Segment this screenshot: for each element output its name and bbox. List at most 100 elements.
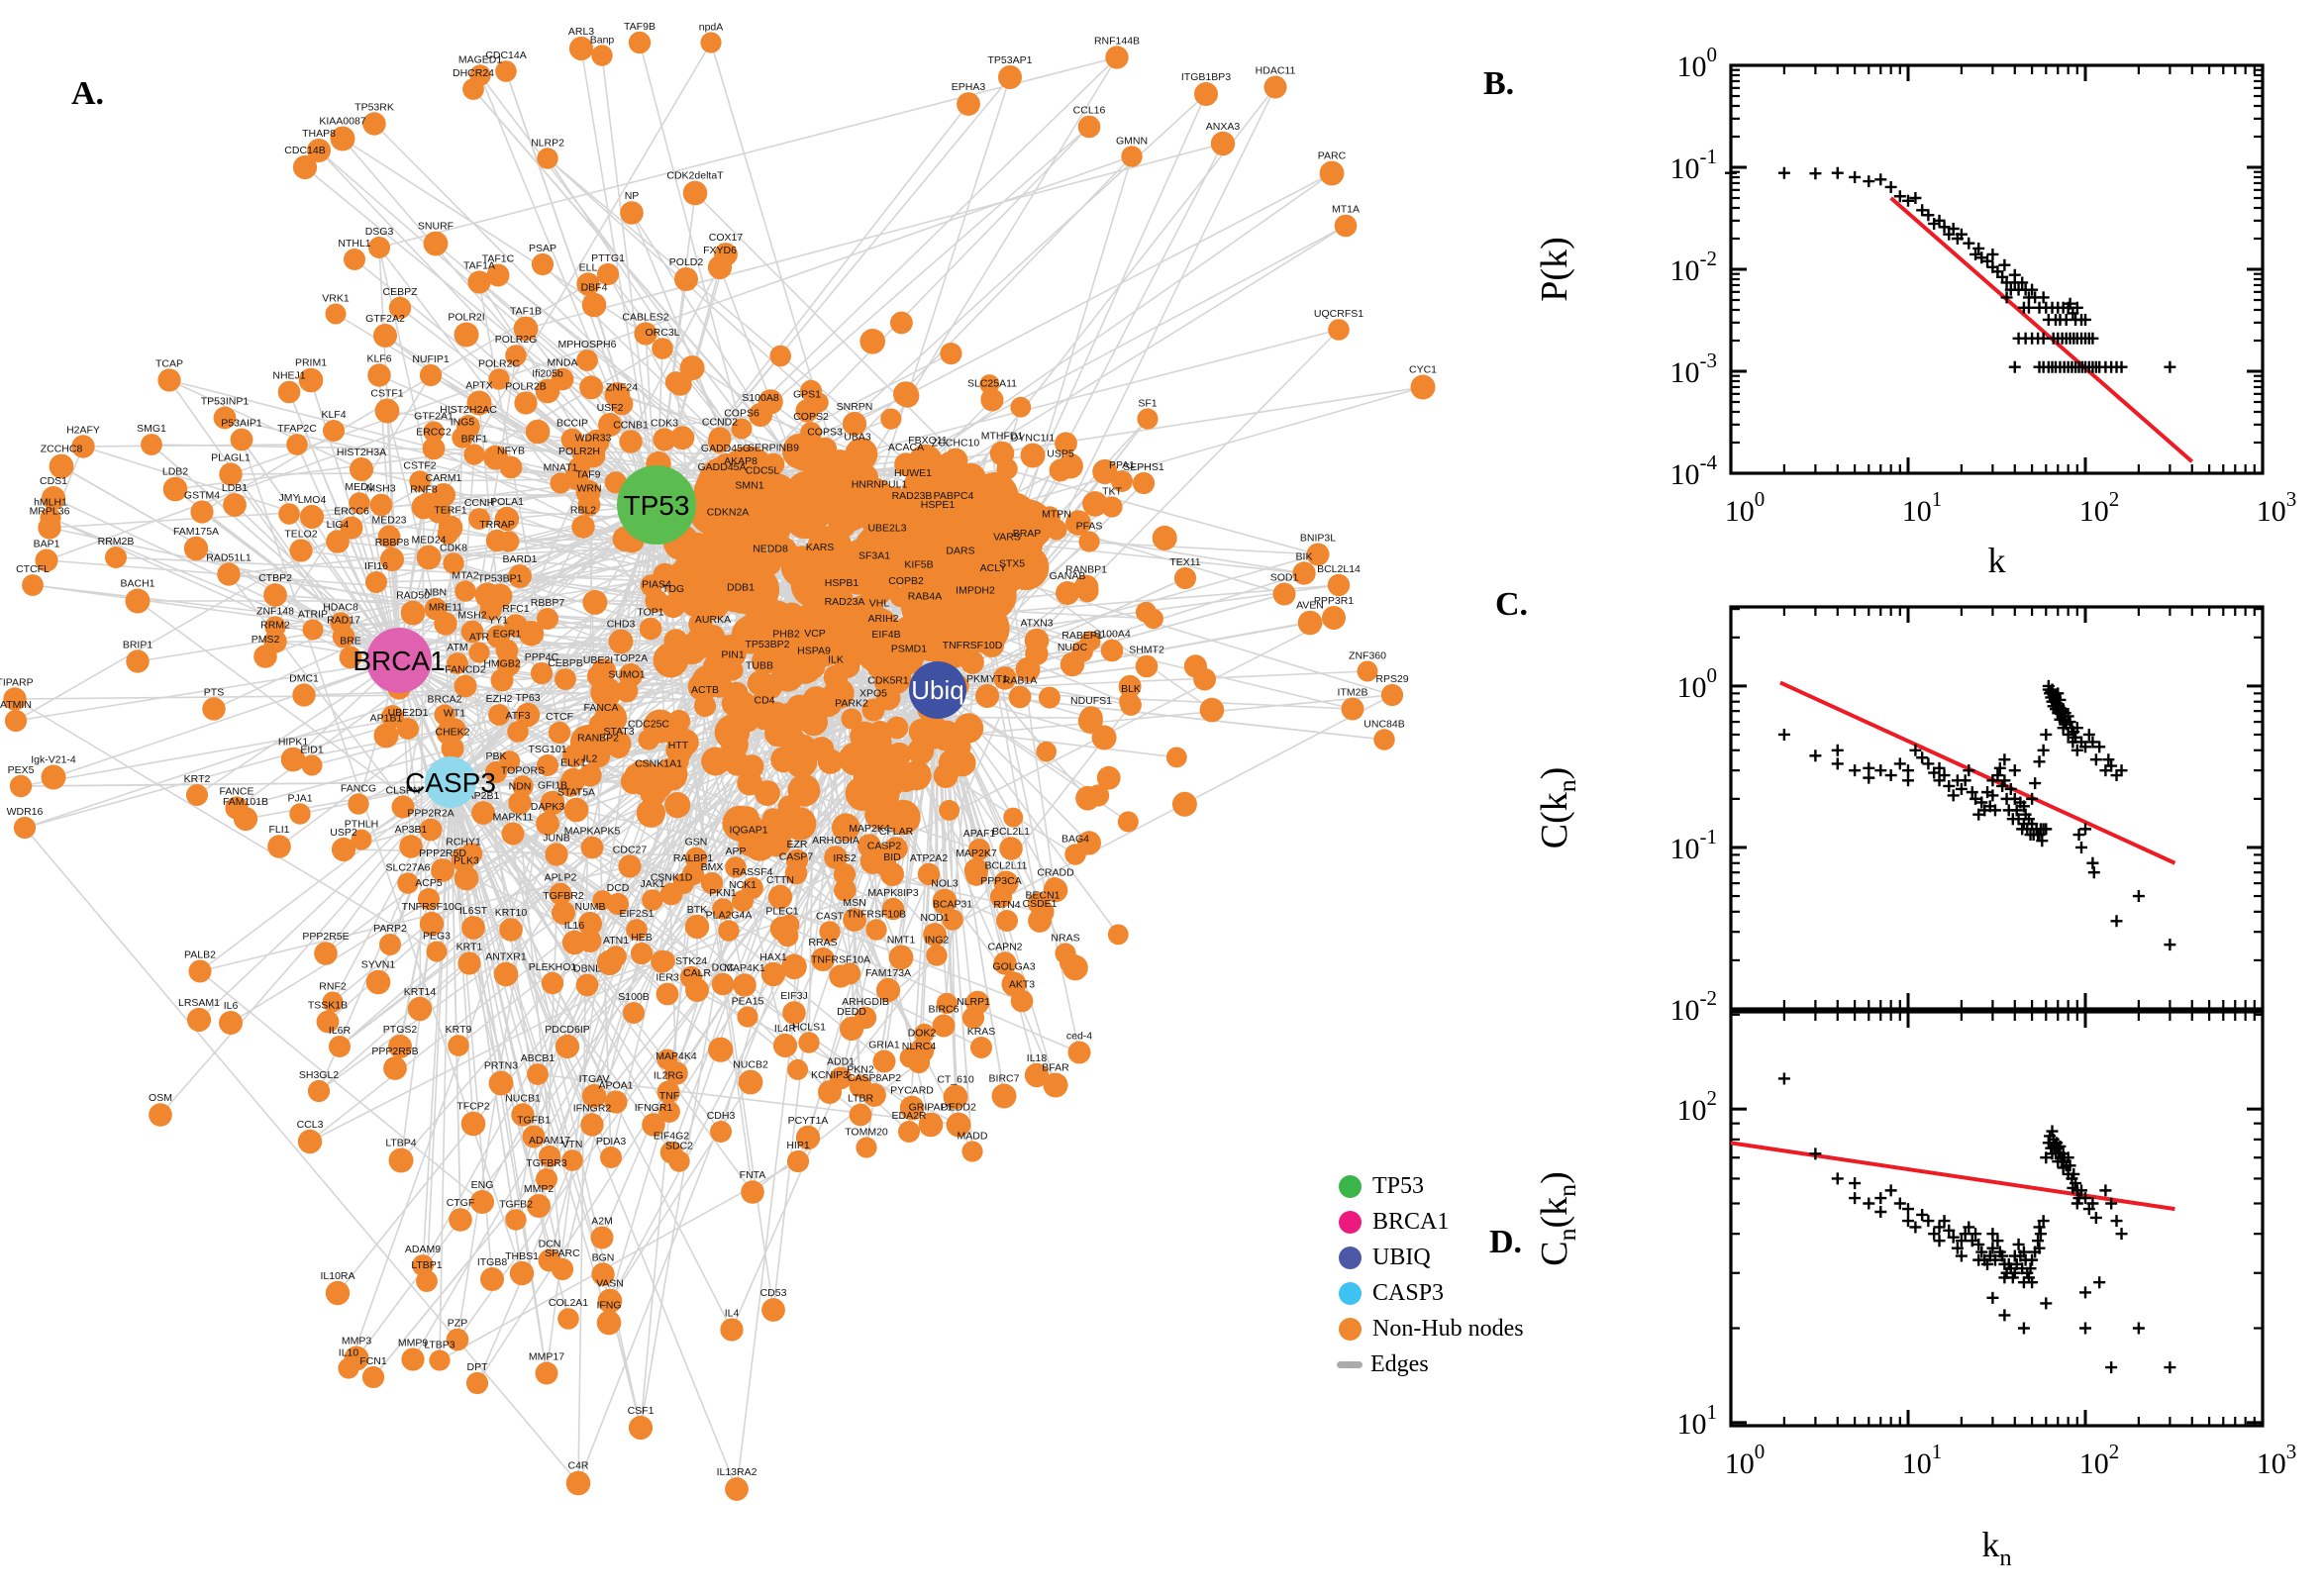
network-node-label: DARS — [946, 546, 974, 557]
network-node-label: EGR1 — [493, 629, 522, 641]
network-node — [742, 877, 763, 899]
network-node-label: ITGAV — [579, 1073, 610, 1085]
network-node-label: GOLGA3 — [992, 961, 1035, 973]
network-node — [365, 571, 387, 593]
network-node — [286, 434, 308, 455]
network-node-label: SHMT2 — [1129, 645, 1164, 656]
network-node-label: CDC14B — [284, 145, 325, 156]
network-node-label: PEX5 — [8, 764, 35, 776]
network-node-label: TNFRSF10C — [402, 901, 462, 913]
network-node-label: WDR16 — [7, 806, 44, 818]
network-node — [899, 1095, 925, 1121]
network-node — [448, 1035, 469, 1056]
network-node-label: CTCFL — [16, 563, 50, 575]
network-node — [331, 837, 356, 862]
legend-label-edges: Edges — [1370, 1350, 1429, 1377]
network-node — [365, 969, 391, 995]
network-node — [419, 911, 445, 937]
network-node — [277, 380, 301, 404]
network-node-label: HIPK1 — [278, 737, 309, 748]
network-node — [190, 500, 214, 524]
network-node-label: ZCCHC10 — [932, 438, 980, 449]
network-node-label: RCHY1 — [446, 837, 481, 848]
network-node — [1334, 214, 1358, 238]
network-node-label: RPS29 — [1375, 673, 1408, 685]
network-node-label: SMG1 — [137, 423, 166, 435]
network-node-label: KCNIP3 — [811, 1069, 849, 1081]
network-node — [330, 126, 355, 151]
network-node-label: STAT5A — [557, 787, 595, 799]
network-node-label: EZR — [787, 839, 808, 850]
network-node — [568, 36, 594, 61]
network-node — [536, 812, 559, 836]
network-node-label: SYVN1 — [361, 959, 396, 971]
network-node-label: ATR — [469, 631, 490, 643]
network-node-label: H2AFY — [66, 424, 100, 436]
network-node-label: npdA — [699, 21, 724, 33]
network-node — [454, 580, 476, 602]
network-node — [1046, 519, 1067, 541]
network-node-label: CDK3 — [651, 417, 678, 429]
network-node-label: BIK — [1296, 550, 1313, 562]
network-node — [1000, 568, 1024, 592]
network-node — [125, 588, 151, 614]
network-node-label: NMT1 — [887, 935, 916, 947]
network-node-label: ZCCHC8 — [41, 444, 83, 455]
network-node — [685, 978, 709, 1002]
network-node — [1380, 683, 1404, 707]
network-node-label: USF2 — [597, 402, 624, 414]
network-node-label: GSTM4 — [184, 489, 220, 501]
network-node-label: TP53BP1 — [478, 573, 523, 585]
tick-label: 101 — [1902, 1440, 1943, 1480]
network-node-label: NUCB1 — [505, 1092, 541, 1104]
network-node-label: BCL2L1 — [992, 826, 1030, 838]
network-node-label: SH3GL2 — [299, 1069, 339, 1081]
network-node — [849, 1103, 872, 1127]
network-node-label: DCN — [539, 1239, 561, 1250]
network-node-label: STK24 — [675, 955, 707, 967]
network-node — [322, 991, 344, 1013]
network-node-label: TUBB — [746, 660, 773, 672]
network-node-label: ATM — [447, 642, 467, 653]
network-node — [504, 614, 528, 638]
network-node — [620, 201, 644, 225]
network-node-label: BARD1 — [502, 553, 537, 565]
network-node — [618, 662, 644, 688]
network-node — [391, 795, 415, 819]
network-node — [505, 345, 527, 366]
network-node — [1014, 538, 1040, 563]
hub-brca1 — [366, 628, 432, 693]
y-axis-label-b: P(k) — [1534, 237, 1575, 301]
network-node — [71, 435, 95, 458]
network-node — [422, 437, 446, 460]
network-node-label: LMO4 — [298, 494, 327, 506]
network-node-label: IFNGR2 — [573, 1102, 612, 1114]
network-node — [463, 444, 485, 465]
network-node-label: ORC3L — [645, 327, 679, 339]
network-node — [917, 862, 941, 886]
network-node — [388, 1147, 414, 1173]
network-node-label: MSH3 — [366, 483, 395, 495]
network-node-label: CALR — [683, 967, 711, 979]
network-node — [720, 1318, 744, 1342]
network-node — [471, 801, 495, 825]
network-node-label: HAX1 — [759, 951, 787, 963]
network-node-label: NUDC — [1058, 642, 1088, 653]
network-node-label: IL4 — [725, 1307, 740, 1319]
network-node-label: CSNK1A1 — [635, 757, 682, 769]
network-node-label: FAM175A — [173, 526, 219, 538]
network-node — [537, 608, 558, 630]
network-node — [964, 595, 986, 617]
network-node-label: NUMB — [575, 901, 606, 913]
network-node — [22, 574, 44, 596]
network-node-label: APP — [725, 846, 746, 857]
network-node — [1135, 654, 1159, 678]
network-node-label: SF3A1 — [858, 549, 890, 561]
network-node — [898, 1121, 920, 1143]
network-node-label: MRE11 — [429, 601, 462, 613]
network-node — [454, 865, 479, 891]
network-node-label: MED1 — [345, 481, 373, 493]
network-node — [652, 338, 673, 359]
